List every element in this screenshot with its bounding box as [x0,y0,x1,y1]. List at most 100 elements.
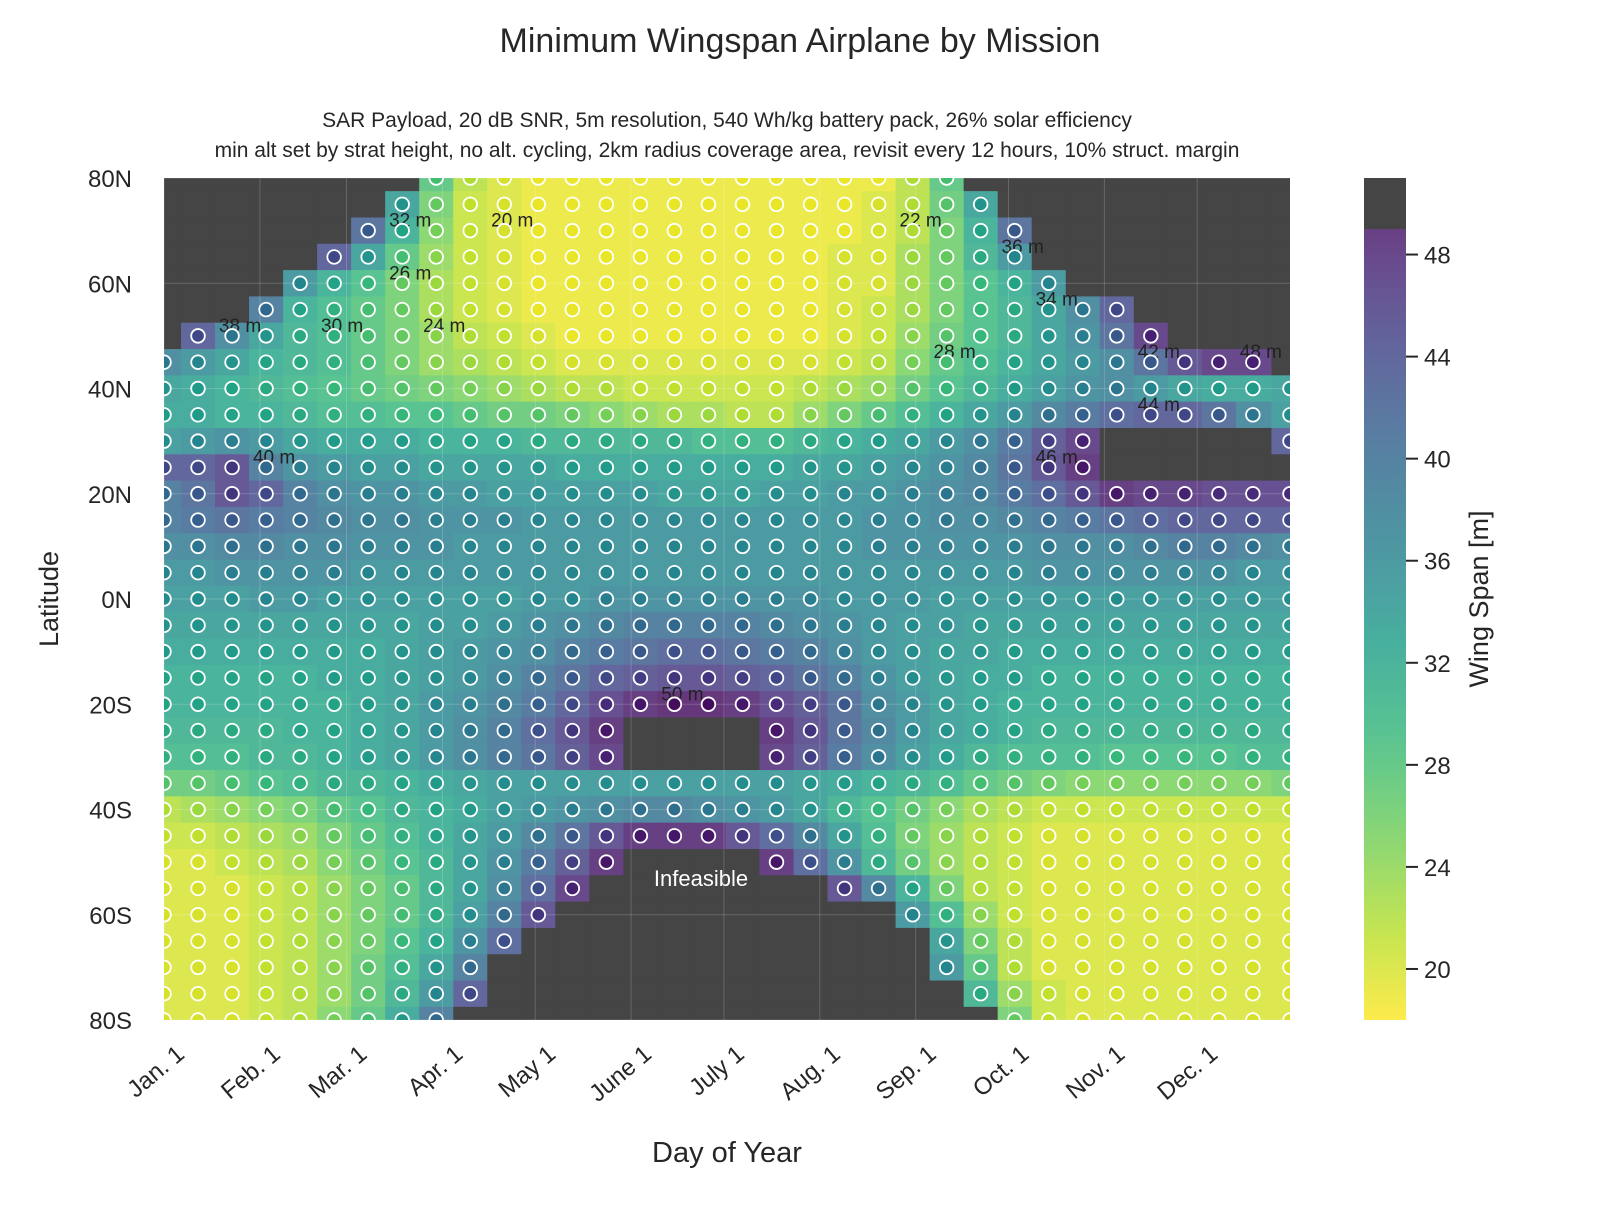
sample-point [1177,907,1193,923]
sample-point [632,459,649,476]
sample-point [428,178,444,186]
sample-point [598,617,615,634]
sample-point [1075,354,1091,370]
sample-point [530,178,547,186]
sample-point [530,880,547,897]
sample-point [802,591,819,607]
sample-point [768,749,785,765]
heat-cell [385,178,420,192]
sample-point [836,722,853,739]
sample-point [190,328,206,344]
sample-point [164,801,172,818]
heat-cell [1031,191,1067,219]
sample-point [972,775,989,791]
sample-point [1282,854,1290,870]
sample-point [666,301,683,318]
sample-point [462,275,478,291]
sample-point [734,301,751,318]
sample-point [1211,801,1227,818]
sample-point [972,459,989,476]
sample-point [326,328,342,344]
sample-point [1177,1012,1193,1020]
sample-point [292,486,308,502]
sample-point [190,907,206,923]
sample-point [1075,801,1091,818]
heat-cell [1271,178,1290,192]
sample-point [1211,538,1227,555]
sample-point [394,749,410,765]
sample-point [836,433,853,449]
sample-point [1075,486,1091,502]
sample-point [428,775,444,791]
heat-cell [164,480,182,508]
sample-point [564,696,581,712]
heat-cell [215,191,250,219]
sample-point [1109,301,1125,318]
heat-cell [181,270,216,298]
sample-point [258,801,274,818]
sample-point [1041,328,1057,344]
sample-point [1041,643,1057,660]
sample-point [1075,854,1091,870]
sample-point [938,828,955,844]
sample-point [836,275,853,291]
sample-point [564,538,581,555]
sample-point [1282,643,1290,660]
sample-point [870,486,887,502]
sample-point [836,854,853,870]
sample-point [258,617,274,634]
sample-point [1177,933,1193,949]
sample-point [360,985,376,1002]
heat-cell [657,848,693,876]
sample-point [394,985,410,1002]
sample-point [1177,985,1193,1002]
sample-point [164,880,172,897]
heat-cell [164,506,182,534]
sample-point [1006,591,1023,607]
heat-cell [691,927,727,955]
sample-point [292,1012,308,1020]
sample-point [394,828,410,844]
heat-cell [1271,480,1290,508]
heat-cell [657,954,693,982]
sample-point [1282,433,1290,449]
sample-point [1177,617,1193,634]
sample-point [224,564,240,581]
sample-point [164,854,172,870]
sample-point [1109,801,1125,818]
sample-point [904,828,921,844]
sample-point [632,643,649,660]
heat-cell [1271,691,1290,719]
sample-point [666,670,683,686]
sample-point [938,459,955,476]
sample-point [1006,670,1023,686]
sample-point [1075,933,1091,949]
sample-point [666,801,683,818]
heat-cell [1031,178,1067,192]
sample-point [870,301,887,318]
heat-cell [164,349,182,376]
sample-point [734,178,751,186]
heat-cell [164,743,182,771]
sample-point [768,670,785,686]
heat-cell [759,927,795,955]
sample-point [1041,538,1057,555]
sample-point [190,696,206,712]
heat-cell [725,954,761,982]
heat-cell [317,217,352,245]
sample-point [190,407,206,423]
sample-point [1177,959,1193,976]
y-tick-label: 60S [89,903,132,930]
sample-point [768,275,785,291]
heat-cell [521,980,556,1008]
sample-point [190,985,206,1002]
heat-cell [1235,427,1273,455]
sample-point [1109,854,1125,870]
sample-point [496,907,512,923]
sample-point [1211,696,1227,712]
sample-point [292,801,308,818]
sample-point [1177,354,1193,370]
sample-point [1177,380,1193,397]
heat-cell [1271,533,1290,561]
sample-point [768,512,785,528]
